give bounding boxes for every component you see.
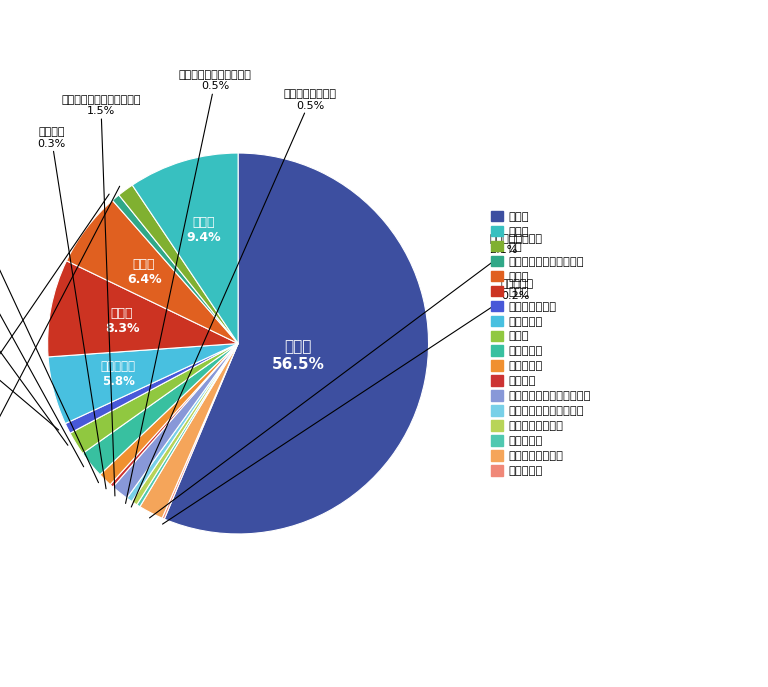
Wedge shape: [132, 153, 238, 344]
Wedge shape: [65, 344, 238, 433]
Text: 卸売小売業
2.3%: 卸売小売業 2.3%: [0, 214, 84, 466]
Text: 学術研究・専門サービス業
1.5%: 学術研究・専門サービス業 1.5%: [61, 95, 141, 496]
Wedge shape: [48, 261, 238, 357]
Text: 電気ガス
水道業
0.9%: 電気ガス 水道業 0.9%: [0, 312, 58, 430]
Wedge shape: [70, 344, 238, 453]
Text: 金融保険業
1.2%: 金融保険業 1.2%: [0, 171, 98, 483]
Text: 不動産業
0.3%: 不動産業 0.3%: [38, 127, 106, 489]
Text: 教員
1.4%: 教員 1.4%: [0, 186, 120, 473]
Wedge shape: [137, 344, 238, 507]
Wedge shape: [162, 344, 238, 519]
Text: 運輸業
2.0%: 運輸業 2.0%: [0, 260, 68, 445]
Text: 複合サービス事業
2.1%: 複合サービス事業 2.1%: [150, 234, 542, 518]
Legend: 進学者, 公務員, 教員, 農業・林業・漁業・鉱業, 建設業, 製造業, 電気ガス水道業, 情報通信業, 運輸業, 卸売小売業, 金融保険業, 不動産業, 学術: 進学者, 公務員, 教員, 農業・林業・漁業・鉱業, 建設業, 製造業, 電気ガ…: [492, 211, 591, 476]
Wedge shape: [48, 344, 238, 424]
Text: 進学者
56.5%: 進学者 56.5%: [271, 339, 324, 372]
Text: 情報通信業
5.8%: 情報通信業 5.8%: [101, 361, 136, 388]
Wedge shape: [132, 344, 238, 505]
Text: 建設業
6.4%: 建設業 6.4%: [127, 258, 161, 286]
Wedge shape: [100, 344, 238, 484]
Wedge shape: [112, 195, 238, 344]
Text: 製造業
8.3%: 製造業 8.3%: [105, 307, 139, 335]
Wedge shape: [164, 153, 429, 534]
Wedge shape: [83, 344, 238, 475]
Wedge shape: [127, 344, 238, 502]
Wedge shape: [67, 201, 238, 344]
Text: 教育・学習支援業
0.5%: 教育・学習支援業 0.5%: [131, 89, 337, 507]
Wedge shape: [113, 344, 238, 498]
Wedge shape: [140, 344, 238, 518]
Text: 農業・林業・漁
業・鉱業
0.7%: 農業・林業・漁 業・鉱業 0.7%: [0, 194, 109, 451]
Text: サービス業
0.2%: サービス業 0.2%: [163, 280, 534, 524]
Wedge shape: [119, 185, 238, 344]
Wedge shape: [110, 344, 238, 487]
Text: 宿泊業・飲食サービス業
0.5%: 宿泊業・飲食サービス業 0.5%: [125, 70, 252, 504]
Text: 公務員
9.4%: 公務員 9.4%: [187, 216, 221, 245]
